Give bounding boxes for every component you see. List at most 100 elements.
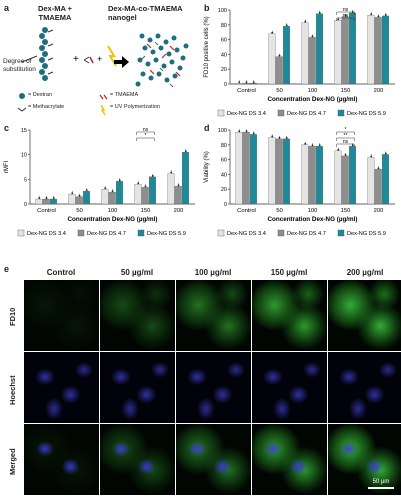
x-tick-label: 50 — [276, 88, 282, 94]
micrograph-cell — [328, 424, 401, 495]
x-tick-label: 100 — [308, 208, 318, 214]
x-tick-label: 150 — [341, 208, 351, 214]
bar-dex-ng-ds-5-9-200 — [381, 15, 389, 85]
x-tick-label: 50 — [76, 208, 82, 214]
column-header: Control — [46, 268, 76, 277]
bar-dex-ng-ds-4-7-200 — [374, 17, 382, 85]
significance-bracket — [136, 131, 155, 135]
data-point — [318, 11, 321, 14]
x-tick-label: Control — [237, 208, 256, 214]
significance-bracket — [136, 137, 155, 141]
significance-label: ns — [343, 13, 349, 19]
degree-line1: Degree of — [3, 58, 32, 65]
x-tick-label: 200 — [374, 208, 384, 214]
data-point — [78, 194, 81, 197]
row-header: Merged — [8, 447, 17, 475]
bar-dex-ng-ds-4-7-50 — [275, 56, 283, 85]
column-header: 100 µg/ml — [194, 268, 232, 277]
micrograph-cell — [176, 352, 251, 423]
y-axis-label: rMFI — [4, 161, 10, 174]
data-point — [238, 130, 241, 133]
panel-e-label: e — [4, 264, 10, 274]
legend-swatch — [217, 109, 225, 117]
left-title-line2: TMAEMA — [38, 13, 72, 22]
scale-bar-line — [368, 487, 394, 489]
significance-label: * — [345, 127, 347, 133]
bar-dex-ng-ds-3-4-100 — [301, 144, 309, 205]
bar-dex-ng-ds-3-4-150 — [334, 150, 342, 205]
legend-swatch — [137, 229, 145, 237]
y-tick-label: 100 — [218, 8, 227, 14]
legend-swatch — [77, 229, 85, 237]
legend-swatch — [277, 229, 285, 237]
micrograph-cell — [24, 424, 99, 495]
data-point — [144, 185, 147, 188]
chart-b-fd10-positive: FD10 positive cells (%) 0 20 40 60 80 100 Contr… — [204, 7, 395, 117]
micrograph-cell — [252, 280, 327, 351]
bar-dex-ng-ds-5-9-50 — [82, 191, 90, 205]
bar-dex-ng-ds-5-9-150 — [148, 176, 156, 205]
legend-label: Dex-NG DS 5.9 — [347, 111, 386, 117]
degree-of-substitution-label: Degree of substitution — [3, 58, 36, 74]
bar-dex-ng-ds-5-9-control — [49, 198, 57, 205]
micrograph-cell — [328, 352, 401, 423]
data-point — [245, 81, 248, 84]
data-point — [344, 154, 347, 156]
data-point — [271, 135, 274, 138]
x-tick-label: 100 — [108, 208, 118, 214]
panel-d-label: d — [204, 123, 210, 133]
micrograph-cell — [176, 424, 251, 495]
bar-dex-ng-ds-5-9-control — [249, 134, 257, 205]
micrograph-cell — [328, 280, 401, 351]
bar-dex-ng-ds-3-4-50 — [68, 193, 76, 205]
micrograph-cell — [100, 280, 175, 351]
legend-tmaema: = TMAEMA — [110, 92, 139, 98]
bar-dex-ng-ds-4-7-50 — [75, 196, 83, 205]
y-tick-label: 15 — [21, 128, 27, 134]
significance-label: ns — [143, 127, 149, 133]
x-tick-label: Control — [37, 208, 56, 214]
data-point — [304, 142, 307, 145]
bar-dex-ng-ds-3-4-200 — [167, 173, 175, 205]
chart-c-rmfi: rMFI 0 5 10 15 Control 50 100 150 200 ns* Concentra… — [4, 127, 195, 237]
x-tick-label: 50 — [276, 208, 282, 214]
bar-dex-ng-ds-3-4-150 — [334, 20, 342, 85]
data-point — [278, 54, 281, 57]
x-axis-label: Concentration Dex-NG (µg/ml) — [267, 216, 357, 223]
data-point — [252, 81, 255, 84]
x-tick-label: 100 — [308, 88, 318, 94]
y-tick-label: 20 — [221, 187, 227, 193]
bar-dex-ng-ds-4-7-control — [42, 198, 50, 205]
bar-dex-ng-ds-4-7-control — [242, 132, 250, 205]
right-title-line2: nanogel — [108, 13, 137, 22]
svg-text:+: + — [97, 54, 102, 64]
x-tick-label: 150 — [141, 208, 151, 214]
y-tick-label: 0 — [224, 82, 227, 88]
column-header: 150 µg/ml — [270, 268, 308, 277]
bar-dex-ng-ds-5-9-200 — [181, 152, 189, 205]
data-point — [252, 132, 255, 135]
data-point — [318, 144, 321, 147]
legend-label: Dex-NG DS 4.7 — [87, 231, 126, 237]
data-point — [285, 136, 288, 139]
y-tick-label: 100 — [218, 128, 227, 134]
panel-a-label: a — [4, 3, 10, 13]
data-point — [170, 171, 173, 174]
data-point — [304, 20, 307, 23]
legend-swatch — [217, 229, 225, 237]
data-point — [137, 182, 140, 185]
bar-dex-ng-ds-5-9-50 — [282, 138, 290, 205]
legend-swatch — [337, 229, 345, 237]
bar-dex-ng-ds-5-9-control — [249, 83, 257, 85]
data-point — [351, 144, 354, 147]
legend-label: Dex-NG DS 5.9 — [147, 231, 186, 237]
y-tick-label: 40 — [221, 52, 227, 58]
dextran-chain — [39, 27, 48, 81]
bar-dex-ng-ds-4-7-100 — [308, 146, 316, 205]
bar-dex-ng-ds-4-7-200 — [374, 169, 382, 205]
plus-sign: + — [73, 54, 79, 65]
data-point — [104, 187, 107, 190]
y-tick-label: 5 — [24, 177, 27, 183]
significance-label: ns — [343, 139, 349, 145]
bar-dex-ng-ds-5-9-200 — [381, 154, 389, 205]
